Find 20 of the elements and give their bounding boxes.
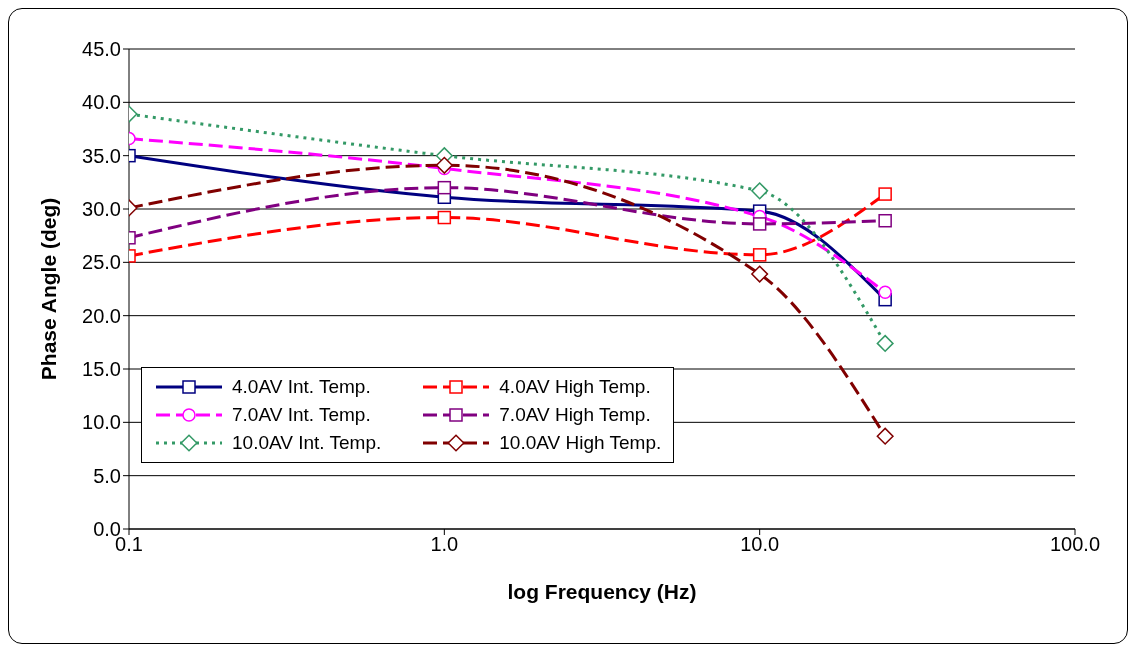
y-tick-label: 40.0 xyxy=(82,91,121,114)
x-axis-title: log Frequency (Hz) xyxy=(507,580,697,603)
y-axis-title: Phase Angle (deg) xyxy=(37,197,61,381)
x-tick-label: 1.0 xyxy=(430,533,459,556)
y-tick-label: 25.0 xyxy=(82,251,121,274)
x-tick-label: 100.0 xyxy=(1049,533,1101,556)
y-tick-label: 10.0 xyxy=(82,411,121,434)
y-tick-label: 45.0 xyxy=(82,38,121,61)
legend-label: 7.0AV High Temp. xyxy=(499,404,651,426)
y-tick-label: 15.0 xyxy=(82,358,121,381)
legend-label: 7.0AV Int. Temp. xyxy=(232,404,371,426)
y-tick-label: 30.0 xyxy=(82,198,121,221)
legend-label: 4.0AV High Temp. xyxy=(499,376,651,398)
legend-label: 10.0AV Int. Temp. xyxy=(232,432,382,454)
legend-label: 10.0AV High Temp. xyxy=(499,432,662,454)
x-tick-label: 10.0 xyxy=(740,533,780,556)
y-tick-label: 35.0 xyxy=(82,144,121,167)
y-tick-label: 20.0 xyxy=(82,304,121,327)
y-tick-label: 5.0 xyxy=(93,464,121,487)
legend-label: 4.0AV Int. Temp. xyxy=(232,376,371,398)
